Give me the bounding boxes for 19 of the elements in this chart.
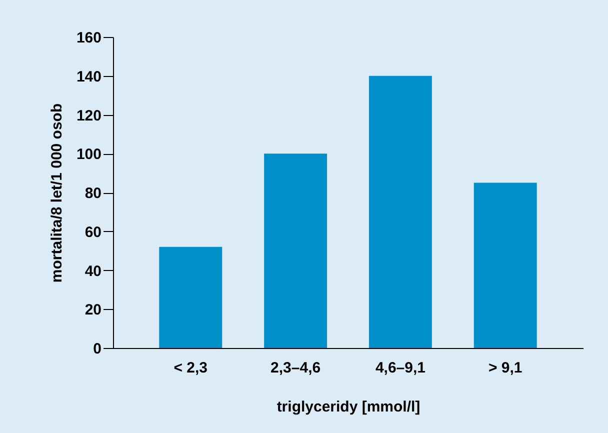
y-tick-label: 20	[84, 302, 102, 319]
bar	[264, 154, 328, 348]
y-tick-label: 0	[93, 340, 102, 358]
x-tick-label: 4,6–9,1	[375, 360, 426, 376]
x-tick-label: > 9,1	[488, 360, 522, 376]
y-tick-label: 100	[76, 146, 102, 164]
x-tick-label: < 2,3	[174, 360, 208, 376]
bar	[474, 182, 537, 348]
y-tick-label: 80	[84, 185, 102, 202]
bar	[368, 76, 432, 348]
y-tick-label: 160	[76, 30, 102, 46]
y-tick-label: 60	[84, 224, 102, 241]
x-axis-title: triglyceridy [mmol/l]	[276, 398, 420, 416]
y-tick-label: 40	[84, 262, 102, 280]
y-tick-label: 140	[76, 68, 102, 86]
bar	[159, 246, 222, 348]
x-tick-label: 2,3–4,6	[270, 360, 321, 376]
y-tick-label: 120	[76, 107, 102, 124]
y-axis-title: mortalita/8 let/1 000 osob	[48, 103, 66, 283]
